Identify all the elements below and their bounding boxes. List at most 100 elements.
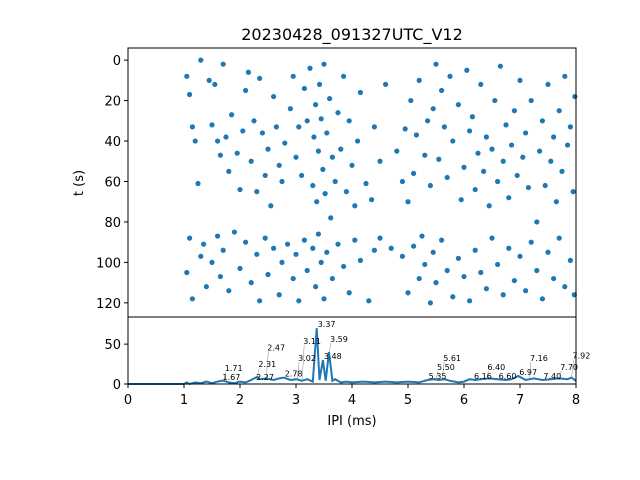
peak-label: 3.48 [324,352,342,361]
data-point [520,154,526,160]
data-point [447,73,453,79]
peak-label: 3.02 [298,354,316,363]
peak-label: 7.70 [560,363,578,372]
data-point [551,134,557,140]
data-point [223,134,229,140]
data-point [371,247,377,253]
data-point [441,124,447,130]
data-point [472,247,478,253]
data-point [551,275,557,282]
label-leader-line [486,370,489,381]
data-point [189,124,195,130]
data-point [310,245,316,251]
data-point [537,148,543,154]
peak-label: 6.97 [519,368,537,377]
data-point [472,186,478,193]
data-point [304,267,310,274]
data-point [425,118,431,124]
peak-label: 6.60 [499,372,517,381]
peak-label: 6.40 [487,363,505,372]
data-point [408,97,414,104]
label-leader-line [435,370,439,381]
data-point [346,290,352,296]
x-tick-label: 5 [404,393,412,408]
data-point [315,231,321,237]
data-point [234,150,240,156]
data-point [184,269,190,276]
data-point [534,267,540,274]
data-point [198,253,204,259]
data-point [450,138,456,144]
data-point [405,290,411,296]
data-point [290,73,296,79]
data-point [273,124,279,130]
x-tick-label: 6 [460,393,468,408]
label-leader-line [328,343,332,353]
data-point [215,138,221,144]
data-point [271,245,277,251]
data-point [287,106,293,112]
data-point [321,61,327,67]
data-point [464,67,470,73]
data-point [503,122,509,128]
data-point [268,203,274,209]
data-point [377,158,383,164]
data-point [461,273,467,280]
data-point [240,128,246,134]
x-axis-label: IPI (ms) [327,414,376,429]
data-point [556,235,562,241]
data-point [461,164,467,170]
data-point [212,81,218,88]
data-point [572,93,578,100]
data-point [209,122,215,128]
data-point [416,275,422,282]
data-point [243,87,249,94]
data-point [436,156,442,162]
data-point [556,108,562,114]
data-point [422,261,428,268]
data-point [430,106,436,112]
data-point [565,142,571,148]
data-point [226,168,232,174]
data-point [455,255,461,261]
data-point [314,199,320,205]
data-point [500,292,506,298]
data-point [187,235,193,241]
x-tick-label: 0 [124,393,132,408]
data-point [341,73,347,79]
data-point [187,91,193,98]
data-point [357,257,363,263]
data-point [534,219,540,225]
peak-label: 1.71 [225,364,243,373]
data-point [528,239,534,245]
data-point [458,197,464,203]
data-point [416,77,422,83]
data-point [296,298,302,304]
plot-frame [127,47,577,318]
y-tick-label: 80 [104,216,121,231]
data-point [245,69,251,75]
data-point [525,184,532,191]
histogram-line [128,328,577,386]
data-point [248,280,254,286]
label-leader-line [266,351,269,379]
data-point [371,124,377,130]
chart-title: 20230428_091327UTC_V12 [241,25,463,45]
data-point [495,178,501,185]
data-point [559,168,565,174]
data-point [206,77,212,83]
data-point [567,124,574,130]
y-tick-label: 60 [104,175,121,190]
data-point [377,235,383,241]
x-tick-label: 2 [236,393,244,408]
data-point [201,241,207,247]
peak-label: 7.92 [573,352,591,361]
data-point [511,108,517,114]
data-point [399,253,405,259]
data-point [517,253,523,259]
x-tick-label: 7 [516,393,524,408]
data-point [307,65,313,71]
data-point [215,233,221,239]
peak-label: 2.27 [256,373,274,382]
data-point [324,130,330,136]
